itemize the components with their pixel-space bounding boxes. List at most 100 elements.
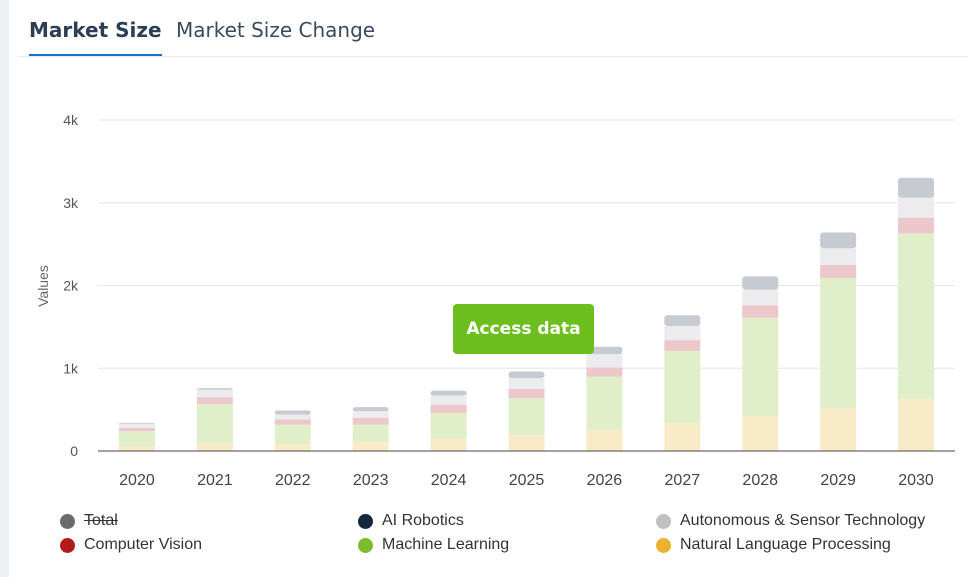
legend-label-natural-language-processing: Natural Language Processing	[680, 536, 891, 553]
bar-2025-natural-language-processing	[508, 435, 545, 451]
bar-2024-ai-robotics	[430, 390, 467, 396]
stacked-bar-chart: 2020 2021 2022 2023 2024 2025 2026 2027 2028 2029…	[35, 112, 955, 489]
x-tick-label-2028: 2028	[742, 472, 778, 489]
bar-2025-machine-learning	[508, 398, 545, 436]
tab-bar: Market Size Market Size Change	[29, 0, 968, 57]
bar-2025-ai-robotics	[508, 371, 545, 379]
bar-2023-machine-learning	[352, 424, 389, 442]
grid-lines	[98, 119, 955, 369]
x-tick-label-2021: 2021	[197, 472, 233, 489]
legend-item-total[interactable]: Total	[60, 512, 118, 530]
left-panel-strip	[0, 0, 9, 577]
bar-2029-natural-language-processing	[820, 408, 857, 451]
bar-2021-machine-learning	[196, 403, 233, 444]
bar-2022-machine-learning	[274, 424, 311, 445]
legend-dot-natural-language-processing	[656, 537, 671, 553]
bar-2022-autonomous-sensor-technology	[274, 414, 311, 420]
y-tick-label-0: 0	[70, 443, 78, 459]
y-tick-label-1k: 1k	[63, 360, 79, 376]
y-axis-label: Values	[35, 265, 51, 307]
legend-label-autonomous-sensor-technology: Autonomous & Sensor Technology	[680, 512, 926, 529]
bar-2029-machine-learning	[820, 278, 857, 409]
bar-2026-computer-vision	[586, 367, 623, 377]
bar-2030-machine-learning	[898, 233, 935, 399]
bar-2024-autonomous-sensor-technology	[430, 395, 467, 405]
legend-dot-ai-robotics	[358, 513, 373, 529]
bar-2020-natural-language-processing	[118, 446, 155, 451]
legend-label-total: Total	[84, 512, 118, 529]
bar-2030-computer-vision	[898, 217, 935, 234]
tab-market-size-change[interactable]: Market Size Change	[176, 18, 376, 42]
legend-dot-autonomous-sensor-technology	[656, 513, 671, 529]
bar-2026-ai-robotics	[586, 346, 623, 355]
bar-2028-machine-learning	[742, 317, 779, 417]
tab-divider	[17, 56, 968, 57]
bar-2030-autonomous-sensor-technology	[898, 197, 935, 218]
x-tick-label-2025: 2025	[509, 472, 545, 489]
legend-item-ai-robotics[interactable]: AI Robotics	[358, 512, 464, 530]
bar-2026-autonomous-sensor-technology	[586, 354, 623, 368]
bar-2029-computer-vision	[820, 264, 857, 279]
bar-2028-autonomous-sensor-technology	[742, 289, 779, 306]
x-tick-label-2024: 2024	[431, 472, 467, 489]
tab-market-size[interactable]: Market Size	[29, 18, 162, 56]
bar-2025-autonomous-sensor-technology	[508, 378, 545, 389]
bar-2024-computer-vision	[430, 404, 467, 413]
bar-2029-autonomous-sensor-technology	[820, 248, 857, 265]
bar-2022-natural-language-processing	[274, 444, 311, 451]
bar-2028-computer-vision	[742, 305, 779, 318]
legend-dot-computer-vision	[60, 537, 75, 553]
bar-2024-machine-learning	[430, 412, 467, 439]
bar-2027-computer-vision	[664, 340, 701, 351]
bar-2026-natural-language-processing	[586, 429, 623, 451]
bar-2023-autonomous-sensor-technology	[352, 411, 389, 418]
bar-2030-natural-language-processing	[898, 398, 935, 451]
x-tick-label-2023: 2023	[353, 472, 389, 489]
legend-item-autonomous-sensor-technology[interactable]: Autonomous & Sensor Technology	[656, 512, 925, 530]
bar-2021-autonomous-sensor-technology	[196, 389, 233, 398]
bar-2021-ai-robotics	[196, 388, 233, 390]
legend-item-computer-vision[interactable]: Computer Vision	[60, 536, 202, 554]
x-tick-label-2030: 2030	[898, 472, 934, 489]
bar-2021-computer-vision	[196, 397, 233, 404]
legend-label-machine-learning: Machine Learning	[382, 536, 510, 553]
legend-dot-total	[60, 513, 75, 529]
bar-2027-machine-learning	[664, 350, 701, 424]
bars-group	[118, 177, 935, 451]
x-tick-label-2022: 2022	[275, 472, 311, 489]
bar-2027-autonomous-sensor-technology	[664, 326, 701, 341]
legend-item-machine-learning[interactable]: Machine Learning	[358, 536, 509, 554]
y-tick-label-3k: 3k	[63, 195, 79, 211]
y-tick-label-2k: 2k	[63, 278, 79, 294]
bar-2028-natural-language-processing	[742, 416, 779, 451]
bar-2025-computer-vision	[508, 388, 545, 399]
x-tick-label-2020: 2020	[119, 472, 155, 489]
legend-item-natural-language-processing[interactable]: Natural Language Processing	[656, 536, 891, 554]
bar-2023-ai-robotics	[352, 407, 389, 412]
bar-2029-ai-robotics	[820, 232, 857, 249]
bar-2023-computer-vision	[352, 417, 389, 425]
bar-2028-ai-robotics	[742, 276, 779, 290]
bar-2020-autonomous-sensor-technology	[118, 423, 155, 428]
legend-label-ai-robotics: AI Robotics	[382, 512, 464, 529]
bar-2024-natural-language-processing	[430, 438, 467, 451]
bar-2020-machine-learning	[118, 431, 155, 447]
bar-2022-ai-robotics	[274, 410, 311, 415]
bar-2020-ai-robotics	[118, 422, 155, 424]
bar-2026-machine-learning	[586, 376, 623, 430]
x-tick-label-2027: 2027	[665, 472, 701, 489]
x-tick-label-2026: 2026	[587, 472, 623, 489]
bar-2027-ai-robotics	[664, 315, 701, 327]
y-tick-label-4k: 4k	[63, 112, 79, 128]
x-axis: 2020 2021 2022 2023 2024 2025 2026 2027 2028 2029…	[98, 450, 955, 489]
y-axis: 0 1k 2k 3k 4k	[63, 112, 79, 459]
x-tick-label-2029: 2029	[820, 472, 856, 489]
bar-2021-natural-language-processing	[196, 443, 233, 451]
bar-2020-computer-vision	[118, 427, 155, 432]
legend-label-computer-vision: Computer Vision	[84, 536, 202, 553]
bar-2030-ai-robotics	[898, 177, 935, 198]
access-data-button[interactable]: Access data	[453, 304, 594, 354]
chart-legend: Total AI Robotics Autonomous & Sensor Te…	[60, 510, 960, 560]
legend-dot-machine-learning	[358, 537, 373, 553]
bar-2022-computer-vision	[274, 419, 311, 425]
